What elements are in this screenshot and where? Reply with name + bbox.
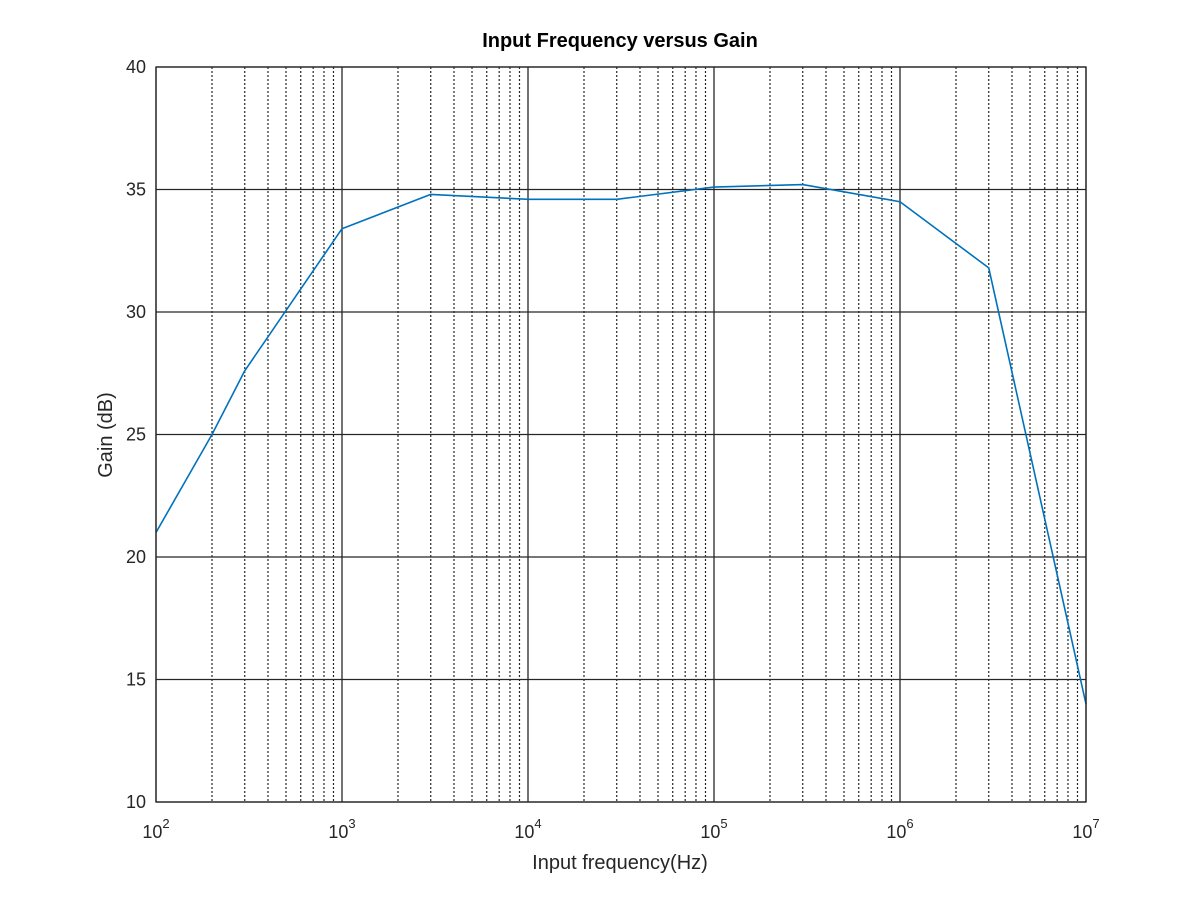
y-tick-label: 25 [126,425,146,445]
x-tick-label: 107 [1072,816,1099,842]
x-tick-label: 105 [700,816,727,842]
tick-label-layer: 10 15 20 25 30 35 40 102 103 104 105 106 107 [126,57,1100,842]
series-line [155,183,1087,705]
x-tick-label: 104 [514,816,541,842]
y-tick-label: 20 [126,547,146,567]
y-tick-label: 10 [126,792,146,812]
x-tick-label: 102 [142,816,169,842]
x-axis-label: Input frequency(Hz) [532,852,708,874]
x-tick-label: 103 [328,816,355,842]
y-tick-label: 40 [126,57,146,77]
series-layer [155,183,1087,705]
y-tick-label: 30 [126,302,146,322]
axes-layer [155,66,1087,803]
chart-title: Input Frequency versus Gain [482,30,758,52]
y-tick-label: 15 [126,670,146,690]
y-tick-label: 35 [126,180,146,200]
x-tick-label: 106 [886,816,913,842]
y-axis-label: Gain (dB) [95,392,117,478]
plot-frame [155,66,1087,803]
